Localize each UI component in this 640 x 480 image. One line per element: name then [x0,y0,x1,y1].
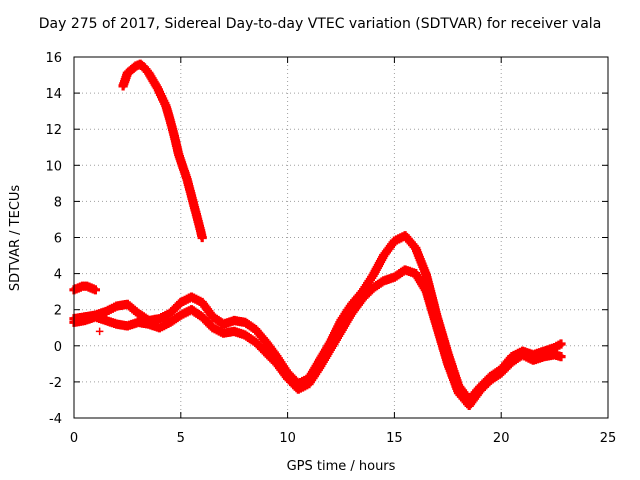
x-tick-labels: 0 5 10 15 20 25 [70,431,616,446]
y-tick-label: 2 [54,304,62,319]
x-tick-label: 25 [600,431,617,446]
x-axis-label: GPS time / hours [287,459,396,474]
y-tick-label: 8 [54,195,62,210]
series-outlier [95,327,104,336]
x-tick-label: 10 [279,431,296,446]
chart-title: Day 275 of 2017, Sidereal Day-to-day VTE… [38,16,602,32]
data-point [556,352,566,362]
data-point [95,327,104,336]
data-point [90,285,100,295]
data-point [556,339,566,349]
x-tick-label: 20 [493,431,510,446]
x-tick-label: 0 [70,431,78,446]
series-arc-a [118,59,207,243]
x-tick-label: 5 [177,431,185,446]
data-points [69,59,566,410]
y-tick-label: 4 [54,268,62,283]
y-tick-label: 6 [54,232,62,247]
data-point [197,232,207,243]
series-arc-d [69,265,566,410]
plot-frame [73,56,609,419]
y-tick-label: 10 [45,159,62,174]
y-tick-label: -2 [49,376,62,391]
y-tick-label: -4 [49,412,62,427]
y-tick-labels: -4 -2 0 2 4 6 8 10 12 14 16 [45,51,62,427]
x-tick-label: 15 [386,431,403,446]
y-tick-label: 0 [54,340,62,355]
y-tick-label: 16 [45,51,62,66]
y-tick-label: 14 [45,87,62,102]
grid-lines [74,57,608,418]
y-tick-label: 12 [45,123,62,138]
y-axis-label: SDTVAR / TECUs [8,185,23,292]
